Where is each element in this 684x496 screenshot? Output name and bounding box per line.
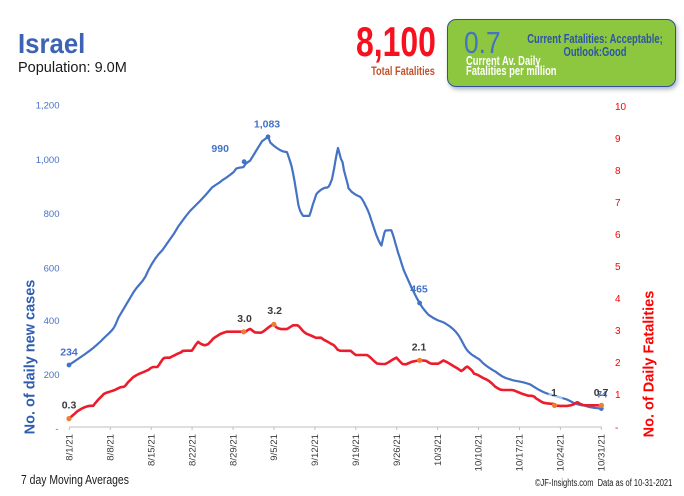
svg-text:400: 400 [44,316,60,327]
svg-text:1,200: 1,200 [36,101,60,112]
svg-text:1,083: 1,083 [254,119,280,131]
svg-text:1,000: 1,000 [36,155,60,166]
svg-text:-: - [615,423,618,434]
svg-text:465: 465 [410,284,428,296]
svg-text:6: 6 [615,230,621,241]
svg-text:800: 800 [44,209,60,220]
svg-text:9/5/21: 9/5/21 [269,434,280,461]
svg-text:9: 9 [615,134,621,145]
svg-text:-: - [55,424,58,435]
svg-text:No. of daily new cases: No. of daily new cases [23,280,39,435]
svg-text:8/8/21: 8/8/21 [106,434,117,461]
svg-text:8: 8 [615,166,621,177]
svg-text:2: 2 [615,358,621,369]
svg-text:9/19/21: 9/19/21 [351,434,362,466]
svg-text:8/29/21: 8/29/21 [228,434,239,466]
svg-text:8/22/21: 8/22/21 [187,434,198,466]
svg-text:3: 3 [615,326,621,337]
svg-text:8/1/21: 8/1/21 [65,434,76,461]
svg-text:9/12/21: 9/12/21 [310,434,321,466]
svg-text:10: 10 [615,102,627,113]
svg-text:200: 200 [44,370,60,381]
svg-text:0.3: 0.3 [62,400,77,412]
svg-text:10/17/21: 10/17/21 [515,434,526,471]
svg-text:7: 7 [615,198,621,209]
svg-text:10/10/21: 10/10/21 [474,434,485,471]
svg-text:1: 1 [551,387,557,399]
svg-text:2.1: 2.1 [412,342,427,354]
svg-text:10/3/21: 10/3/21 [433,434,444,466]
svg-text:9/26/21: 9/26/21 [392,434,403,466]
svg-text:0.7: 0.7 [594,387,609,399]
svg-text:10/31/21: 10/31/21 [597,434,608,471]
svg-text:600: 600 [44,264,60,275]
svg-text:4: 4 [615,294,621,305]
svg-text:990: 990 [211,143,229,155]
svg-text:8/15/21: 8/15/21 [146,434,157,466]
svg-text:74: 74 [597,389,608,400]
svg-text:234: 234 [60,347,78,359]
svg-text:10/24/21: 10/24/21 [556,434,567,471]
svg-text:3.2: 3.2 [267,305,282,317]
svg-text:1: 1 [615,390,621,401]
svg-text:3.0: 3.0 [237,313,252,325]
svg-text:5: 5 [615,262,621,273]
svg-text:No. of Daily Fatalities: No. of Daily Fatalities [642,291,658,438]
